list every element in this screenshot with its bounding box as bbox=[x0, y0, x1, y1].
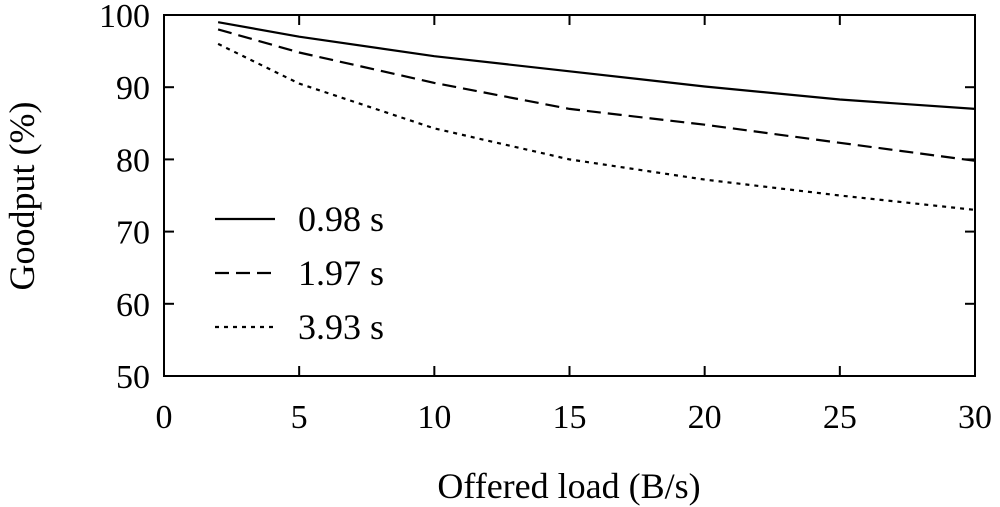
y-axis-ticks: 50 60 70 80 90 100 bbox=[99, 0, 975, 396]
x-tick-label: 30 bbox=[958, 399, 992, 436]
legend-label: 3.93 s bbox=[298, 307, 384, 347]
x-tick-label: 25 bbox=[823, 399, 857, 436]
x-axis-ticks: 0 5 10 15 20 25 30 bbox=[156, 15, 992, 436]
x-tick-label: 0 bbox=[156, 399, 173, 436]
series-line bbox=[217, 28, 976, 162]
y-axis-title: Goodput (%) bbox=[2, 102, 42, 291]
plot-frame bbox=[163, 14, 976, 377]
x-tick-label: 5 bbox=[291, 399, 308, 436]
x-tick-label: 15 bbox=[553, 399, 587, 436]
legend-label: 1.97 s bbox=[298, 253, 384, 293]
y-tick-label: 70 bbox=[116, 215, 150, 252]
series-line bbox=[217, 21, 976, 110]
x-tick-label: 20 bbox=[688, 399, 722, 436]
legend: 0.98 s 1.97 s 3.93 s bbox=[215, 199, 384, 347]
x-axis-title: Offered load (B/s) bbox=[437, 466, 700, 506]
legend-label: 0.98 s bbox=[298, 199, 384, 239]
y-tick-label: 50 bbox=[116, 359, 150, 396]
y-tick-label: 90 bbox=[116, 70, 150, 107]
series-line bbox=[217, 42, 976, 211]
y-tick-label: 100 bbox=[99, 0, 150, 35]
series-lines bbox=[217, 21, 976, 211]
x-tick-label: 10 bbox=[417, 399, 451, 436]
y-tick-label: 80 bbox=[116, 142, 150, 179]
y-tick-label: 60 bbox=[116, 287, 150, 324]
